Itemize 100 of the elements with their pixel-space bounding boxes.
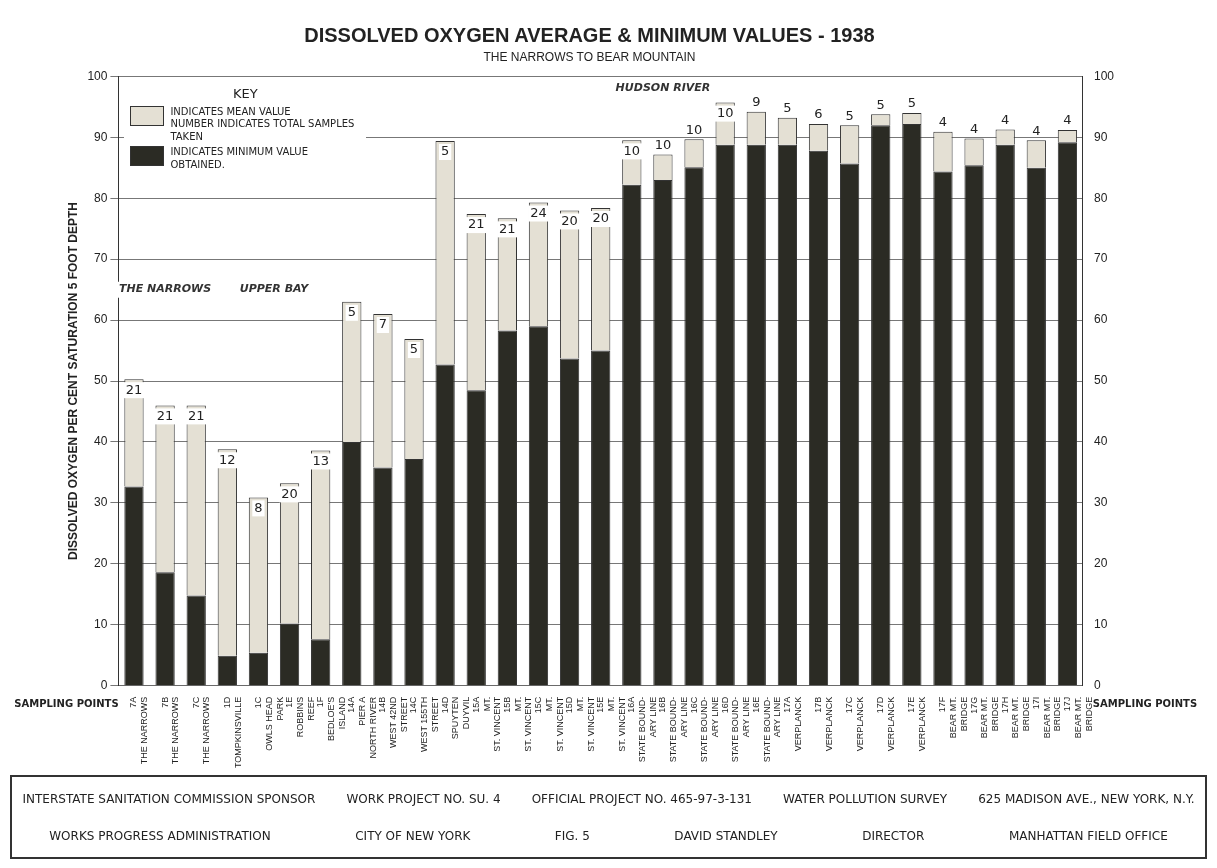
x-tick-label: 7A THE NARROWS	[128, 696, 150, 765]
legend-label: INDICATES MEAN VALUE NUMBER INDICATES TOTAL SAMPLES TAKEN	[170, 105, 356, 144]
annotation: 5	[347, 304, 356, 320]
annotation: 21	[187, 407, 205, 423]
annotation: 20	[592, 210, 609, 226]
y-tick-label: 10	[94, 617, 108, 632]
x-tick-label: 14A PIER A NORTH RIVER	[346, 696, 378, 759]
chart-title: DISSOLVED OXYGEN AVERAGE & MINIMUM VALUES - 1938	[304, 23, 875, 46]
y-tick-label: 50	[94, 373, 108, 388]
text: INTERSTATE SANITATION COMMISSION SPONSOR	[22, 791, 316, 806]
y-tick-label: 90	[94, 129, 108, 144]
text: SAMPLING POINTS	[1092, 698, 1198, 710]
annotation: 12	[219, 451, 236, 467]
annotation: 13	[312, 452, 329, 468]
legend-label: INDICATES MINIMUM VALUE OBTAINED.	[170, 146, 309, 172]
annotation: 21	[156, 407, 174, 423]
y2-tick-label: 70	[1093, 251, 1108, 266]
text: WORKS PROGRESS ADMINISTRATION	[49, 828, 271, 843]
text: WORK PROJECT NO. SU. 4	[346, 791, 501, 806]
annotation: 21	[125, 381, 143, 397]
y2-tick-label: 90	[1093, 129, 1108, 144]
text: WATER POLLUTION SURVEY	[783, 791, 948, 806]
annotation: 4	[938, 114, 948, 130]
x-tick-label: 14B WEST 42ND STREET	[377, 696, 409, 748]
annotation: 4	[1001, 111, 1010, 127]
y2-tick-label: 50	[1093, 373, 1108, 388]
annotation: 10	[654, 136, 672, 152]
x-tick-label: 15C MT. ST. VINCENT	[532, 696, 565, 752]
annotation: 6	[814, 106, 823, 122]
x-tick-label: 17I BEAR MT. BRIDGE	[1030, 696, 1063, 739]
x-tick-label: 15E MT. ST. VINCENT	[595, 696, 627, 752]
y-axis-title: DISSOLVED OXYGEN PER CENT SATURATION 5 FOOT DEPTH	[65, 202, 80, 561]
y-tick-label: 20	[94, 556, 108, 571]
annotation: 10	[716, 104, 734, 120]
text: 625 MADISON AVE., NEW YORK, N.Y.	[978, 791, 1195, 806]
x-tick-label: 17C VERPLANCK	[844, 696, 865, 752]
x-tick-label: 17D VERPLANCK	[875, 696, 897, 752]
y-tick-label: 40	[94, 434, 108, 449]
x-tick-label: 1C OWLS HEAD PARK	[252, 696, 285, 751]
y2-tick-label: 60	[1093, 312, 1108, 327]
annotation: 4	[1063, 112, 1072, 128]
annotation: THE NARROWS	[119, 282, 212, 296]
annotation: 21	[499, 220, 516, 236]
annotation: 9	[752, 94, 761, 110]
text: MANHATTAN FIELD OFFICE	[1008, 828, 1168, 843]
annotation: 4	[969, 120, 979, 136]
annotation: 10	[685, 121, 703, 137]
annotation: 4	[1032, 122, 1041, 138]
x-tick-label: 16A STATE BOUND- ARY LINE	[626, 696, 658, 763]
x-tick-label: 17J BEAR MT. BRIDGE	[1061, 696, 1094, 739]
x-tick-label: 17B VERPLANCK	[812, 696, 834, 752]
annotation: 5	[907, 95, 916, 111]
annotation: UPPER BAY	[239, 282, 310, 296]
annotation: 5	[876, 96, 885, 112]
x-tick-label: 17E VERPLANCK	[906, 696, 928, 752]
y-tick-label: 70	[94, 251, 108, 266]
x-tick-label: 16B STATE BOUND- ARY LINE	[657, 696, 690, 763]
text: OFFICIAL PROJECT NO. 465-97-3-131	[531, 791, 753, 806]
y2-tick-label: 80	[1093, 190, 1108, 205]
y2-tick-label: 0	[1093, 677, 1101, 692]
x-tick-label: 1D TOMPKINSVILLE	[221, 696, 243, 768]
annotation: 5	[783, 100, 792, 116]
x-tick-label: 15B MT. ST. VINCENT	[501, 696, 534, 752]
y-tick-label: 80	[94, 190, 108, 205]
annotation: 5	[409, 341, 419, 357]
caption: FIG. 5	[554, 828, 590, 843]
y2-tick-label: 40	[1093, 434, 1108, 449]
x-tick-label: 15A MT. ST. VINCENT	[470, 696, 503, 752]
legend-title: KEY	[232, 86, 259, 103]
annotation: 5	[845, 107, 854, 123]
x-tick-label: 15D MT. ST. VINCENT	[564, 696, 596, 752]
y-tick-label: 30	[94, 495, 108, 510]
x-tick-label: 7C THE NARROWS	[190, 696, 212, 765]
y-tick-label: 60	[94, 312, 108, 327]
annotation: 20	[281, 485, 298, 501]
x-tick-label: 14D SPUYTEN DUYVIL	[439, 696, 472, 740]
y2-tick-label: 100	[1093, 68, 1115, 83]
annotation: 5	[440, 143, 450, 159]
annotation: 8	[254, 499, 263, 515]
x-tick-label: 17G BEAR MT. BRIDGE	[968, 696, 1001, 739]
x-tick-label: 1E ROBBINS REEF	[284, 696, 316, 738]
annotation: 7	[378, 316, 388, 332]
annotation: 20	[561, 212, 578, 228]
annotation: 10	[623, 142, 641, 158]
y2-tick-label: 30	[1093, 495, 1108, 510]
chart-subtitle: THE NARROWS TO BEAR MOUNTAIN	[483, 49, 696, 64]
y-tick-label: 0	[100, 677, 108, 692]
text: DIRECTOR	[862, 828, 925, 843]
x-tick-label: 17F BEAR MT. BRIDGE	[937, 696, 970, 739]
x-tick-label: 17H BEAR MT. BRIDGE	[999, 696, 1032, 739]
annotation: HUDSON RIVER	[615, 81, 711, 95]
text: CITY OF NEW YORK	[355, 828, 471, 843]
annotation: 24	[530, 204, 547, 220]
x-axis-title: SAMPLING POINTS	[14, 698, 119, 710]
y2-tick-label: 20	[1093, 556, 1108, 571]
x-tick-label: 16D STATE BOUND- ARY LINE	[719, 696, 752, 763]
text: DAVID STANDLEY	[674, 828, 778, 843]
annotation: 21	[467, 216, 485, 232]
x-tick-label: 7B THE NARROWS	[159, 696, 181, 765]
y2-tick-label: 10	[1093, 617, 1108, 632]
